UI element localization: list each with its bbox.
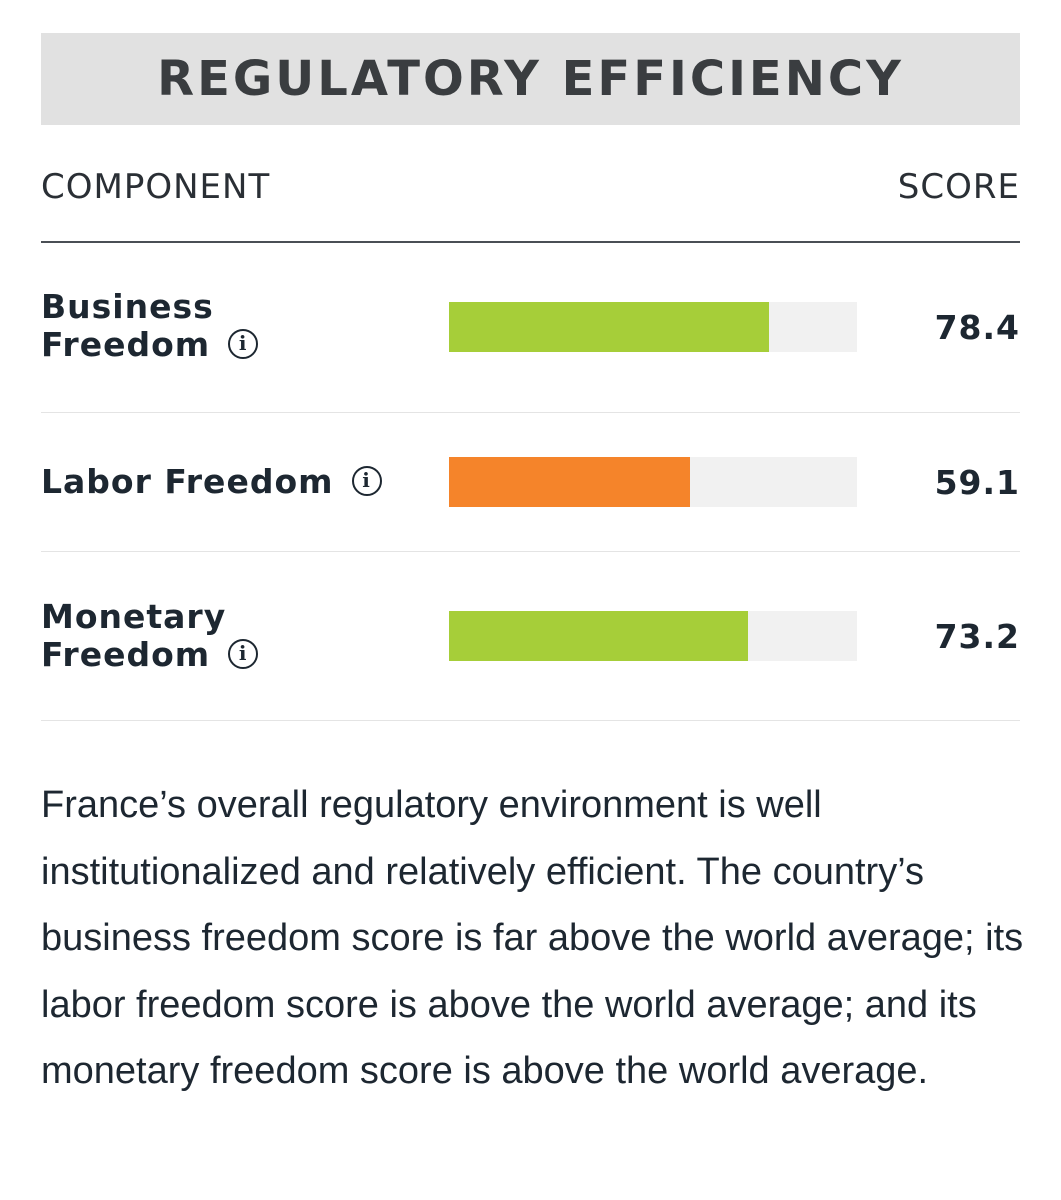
- regulatory-efficiency-panel: REGULATORY EFFICIENCY COMPONENT SCORE Bu…: [41, 33, 1020, 721]
- label-line2: Freedom: [41, 635, 211, 674]
- label-line1: Monetary: [41, 597, 227, 636]
- table-row-business-freedom: Business Freedom i 78.4: [41, 243, 1020, 413]
- title-bar: REGULATORY EFFICIENCY: [41, 33, 1020, 125]
- label-line1: Business: [41, 287, 214, 326]
- header-score: SCORE: [897, 167, 1020, 207]
- row-label: Labor Freedom i: [41, 463, 441, 501]
- score-bar-track: [449, 457, 857, 507]
- info-icon[interactable]: i: [228, 638, 259, 669]
- score-value: 78.4: [934, 308, 1020, 347]
- score-bar-fill: [449, 302, 769, 352]
- header-component: COMPONENT: [41, 167, 271, 207]
- table-row-monetary-freedom: Monetary Freedom i 73.2: [41, 552, 1020, 721]
- info-icon[interactable]: i: [351, 465, 382, 496]
- label-line1: Labor Freedom: [41, 462, 334, 501]
- row-label: Monetary Freedom i: [41, 598, 441, 674]
- score-bar-fill: [449, 457, 691, 507]
- score-bar-fill: [449, 611, 748, 661]
- label-line2: Freedom: [41, 325, 211, 364]
- table-header: COMPONENT SCORE: [41, 125, 1020, 243]
- description-text: France’s overall regulatory environment …: [41, 784, 1024, 1092]
- score-bar-track: [449, 302, 857, 352]
- info-icon[interactable]: i: [228, 328, 259, 359]
- score-bar-track: [449, 611, 857, 661]
- score-value: 59.1: [934, 463, 1020, 502]
- panel-title: REGULATORY EFFICIENCY: [157, 51, 904, 107]
- row-label: Business Freedom i: [41, 288, 441, 364]
- table-row-labor-freedom: Labor Freedom i 59.1: [41, 413, 1020, 552]
- score-value: 73.2: [934, 617, 1020, 656]
